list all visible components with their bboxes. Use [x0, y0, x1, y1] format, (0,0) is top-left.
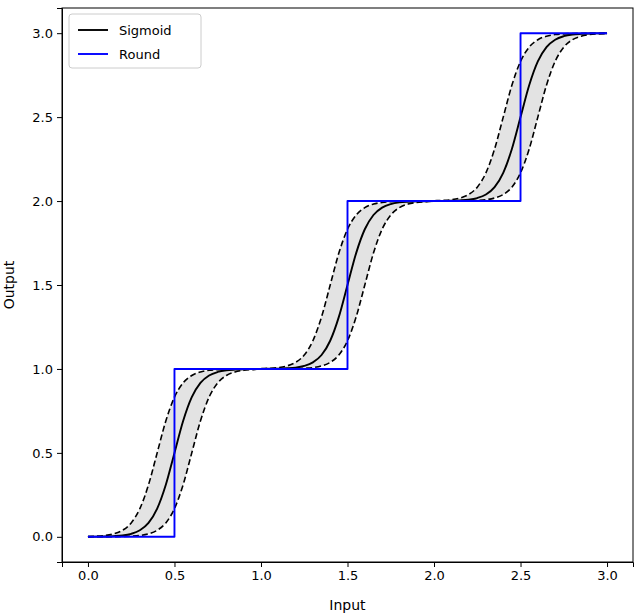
tick-mark: [261, 562, 262, 567]
legend-frame: [69, 14, 201, 68]
tick-label: 2.0: [424, 568, 445, 583]
tick-mark: [57, 537, 62, 538]
tick-label: 1.5: [338, 568, 359, 583]
legend-swatch: [78, 53, 108, 55]
tick: 3.0: [32, 26, 62, 41]
y-axis-label: Output: [1, 260, 17, 309]
tick-mark: [348, 562, 349, 567]
legend-swatch: [78, 29, 108, 31]
tick-mark: [607, 562, 608, 567]
dashed-line: [88, 33, 607, 536]
tick-label: 0.0: [32, 529, 53, 544]
tick: 2.0: [32, 194, 62, 209]
series-line: [88, 33, 607, 537]
tick-label: 3.0: [597, 568, 618, 583]
tick: 0.0: [32, 529, 62, 544]
tick-mark: [174, 562, 175, 567]
tick: 1.0: [32, 362, 62, 377]
tick-mark: [434, 562, 435, 567]
chart-container: 0.0 0.5 1.0 1.5 2.0 2.5 3.0 0.0 0.5 1.0 1.5 2.0 2.5 3…: [0, 0, 640, 614]
legend-label: Round: [119, 47, 160, 62]
tick: 0.0: [78, 562, 99, 583]
legend-label: Sigmoid: [119, 23, 172, 38]
tick: 1.5: [32, 278, 62, 293]
tick-mark: [57, 369, 62, 370]
tick: 2.5: [511, 562, 532, 583]
tick-mark: [521, 562, 522, 567]
plot-frame: [62, 8, 633, 562]
y-axis: 0.0 0.5 1.0 1.5 2.0 2.5 3.0: [32, 9, 62, 563]
series-line: [88, 33, 607, 537]
tick: 3.0: [597, 562, 618, 583]
tick: 1.0: [251, 562, 272, 583]
tick-label: 2.5: [32, 110, 53, 125]
axis-line: [63, 563, 634, 568]
plot-area: [88, 33, 607, 537]
axis-line: [57, 9, 63, 563]
x-axis: 0.0 0.5 1.0 1.5 2.0 2.5 3.0: [63, 562, 634, 583]
x-axis-label: Input: [329, 597, 366, 613]
tick-mark: [57, 117, 62, 118]
tick-label: 1.0: [251, 568, 272, 583]
tick: 2.5: [32, 110, 62, 125]
tick-mark: [57, 285, 62, 286]
tick-label: 1.5: [32, 278, 53, 293]
tick-label: 2.5: [511, 568, 532, 583]
tick: 0.5: [32, 446, 62, 461]
dashed-line: [88, 34, 607, 537]
tick-label: 3.0: [32, 26, 53, 41]
tick-mark: [57, 33, 62, 34]
band-area: [88, 33, 607, 537]
tick-mark: [88, 562, 89, 567]
tick: 1.5: [338, 562, 359, 583]
chart-svg: 0.0 0.5 1.0 1.5 2.0 2.5 3.0 0.0 0.5 1.0 1.5 2.0 2.5 3…: [0, 0, 640, 614]
tick-mark: [57, 201, 62, 202]
tick: 2.0: [424, 562, 445, 583]
legend: Sigmoid Round: [69, 14, 201, 68]
tick-label: 0.5: [165, 568, 186, 583]
tick-label: 1.0: [32, 362, 53, 377]
tick-label: 2.0: [32, 194, 53, 209]
tick-label: 0.0: [78, 568, 99, 583]
tick: 0.5: [165, 562, 186, 583]
tick-mark: [57, 453, 62, 454]
tick-label: 0.5: [32, 446, 53, 461]
